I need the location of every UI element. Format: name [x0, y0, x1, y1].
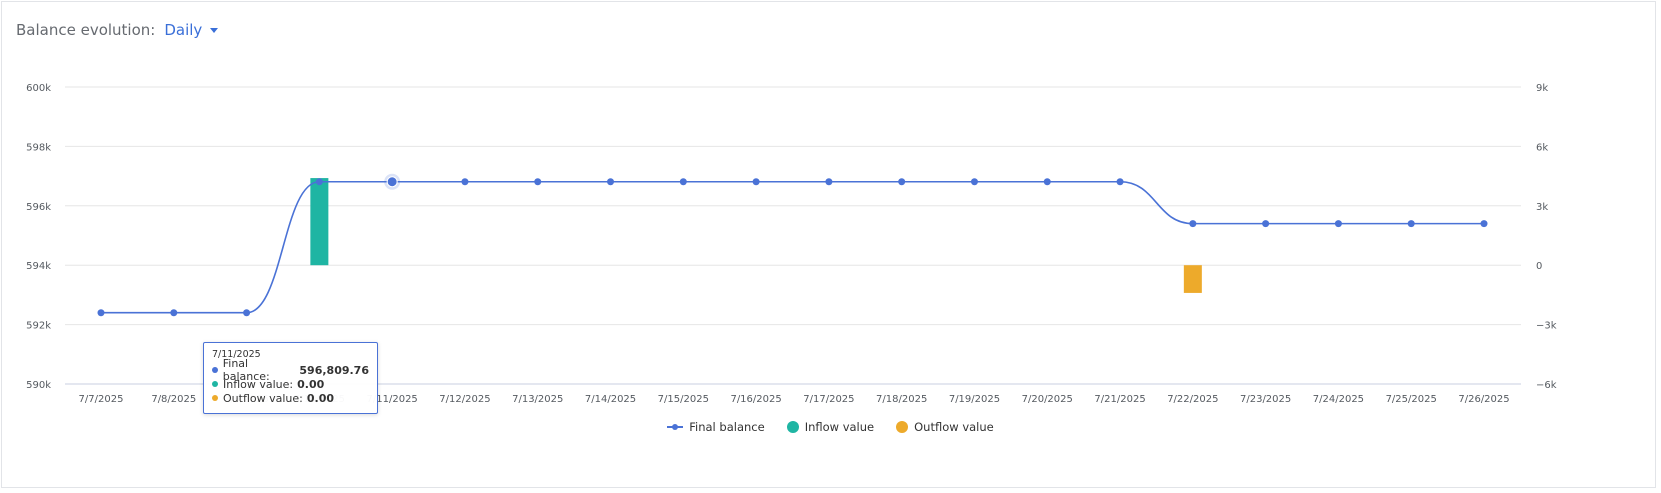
line-marker-icon — [667, 424, 684, 430]
circle-marker-icon — [896, 421, 909, 433]
legend-label-outflow-value: Outflow value — [914, 420, 994, 434]
x-tick-label: 7/23/2025 — [1240, 394, 1291, 405]
x-tick-label: 7/21/2025 — [1094, 394, 1145, 405]
legend-item-outflow-value[interactable]: Outflow value — [896, 420, 994, 434]
y-right-tick-label: 3k — [1536, 202, 1548, 213]
final-balance-point — [1262, 220, 1270, 228]
tooltip-row-inflow-value: Inflow value: 0.00 — [212, 377, 369, 391]
circle-marker-icon — [212, 395, 218, 401]
final-balance-point — [170, 309, 178, 317]
x-tick-label: 7/8/2025 — [151, 394, 196, 405]
final-balance-point — [970, 178, 978, 186]
final-balance-point — [1189, 220, 1197, 228]
x-tick-label: 7/11/2025 — [367, 394, 418, 405]
x-tick-label: 7/18/2025 — [876, 394, 927, 405]
x-tick-label: 7/24/2025 — [1313, 394, 1364, 405]
tooltip-row-final-balance: Final balance: 596,809.76 — [212, 357, 369, 383]
y-left-tick-label: 596k — [26, 202, 51, 213]
outflow-bar — [1183, 265, 1202, 293]
chart-tooltip: 7/11/2025 Final balance: 596,809.76 Infl… — [203, 342, 378, 414]
y-right-tick-label: −6k — [1536, 380, 1557, 391]
legend-item-final-balance[interactable]: Final balance — [667, 420, 765, 434]
x-tick-label: 7/25/2025 — [1386, 394, 1437, 405]
chart-legend: Final balance Inflow value Outflow value — [0, 420, 1661, 434]
x-tick-label: 7/20/2025 — [1022, 394, 1073, 405]
tooltip-date: 7/11/2025 — [212, 349, 261, 360]
y-left-tick-label: 594k — [26, 261, 51, 272]
tooltip-value: 596,809.76 — [299, 363, 369, 377]
chart-header: Balance evolution: Daily — [16, 20, 219, 40]
x-tick-label: 7/22/2025 — [1167, 394, 1218, 405]
legend-item-inflow-value[interactable]: Inflow value — [786, 420, 875, 434]
final-balance-point — [679, 178, 687, 186]
x-tick-label: 7/15/2025 — [658, 394, 709, 405]
x-tick-label: 7/13/2025 — [512, 394, 563, 405]
legend-label-final-balance: Final balance — [689, 420, 765, 434]
final-balance-point — [243, 309, 251, 317]
x-tick-label: 7/7/2025 — [79, 394, 124, 405]
x-tick-label: 7/17/2025 — [803, 394, 854, 405]
final-balance-point — [898, 178, 906, 186]
final-balance-line — [101, 180, 1484, 314]
y-right-tick-label: −3k — [1536, 321, 1557, 332]
y-right-tick-label: 0 — [1536, 261, 1542, 272]
y-right-tick-label: 9k — [1536, 83, 1548, 94]
final-balance-point — [1043, 178, 1051, 186]
circle-marker-icon — [786, 421, 799, 433]
circle-marker-icon — [212, 367, 218, 373]
final-balance-point — [607, 178, 615, 186]
tooltip-value: 0.00 — [306, 391, 334, 405]
y-left-tick-label: 590k — [26, 380, 51, 391]
x-tick-label: 7/16/2025 — [730, 394, 781, 405]
tooltip-label: Final balance: — [222, 357, 270, 383]
final-balance-point — [1407, 220, 1415, 228]
x-tick-label: 7/26/2025 — [1458, 394, 1509, 405]
final-balance-point — [752, 178, 760, 186]
chart-title: Balance evolution: — [16, 21, 156, 39]
final-balance-point — [1116, 178, 1124, 186]
final-balance-point — [315, 178, 323, 186]
chevron-down-icon — [210, 28, 219, 33]
inflow-bar — [310, 178, 329, 266]
y-right-tick-label: 6k — [1536, 142, 1548, 153]
highlighted-data-point — [386, 176, 398, 188]
y-left-tick-label: 600k — [26, 83, 51, 94]
x-tick-label: 7/12/2025 — [439, 394, 490, 405]
x-tick-label: 7/19/2025 — [949, 394, 1000, 405]
final-balance-point — [825, 178, 833, 186]
final-balance-point — [1480, 220, 1488, 228]
tooltip-value: 0.00 — [297, 377, 325, 391]
final-balance-point — [461, 178, 469, 186]
tooltip-label: Inflow value: — [223, 377, 294, 391]
tooltip-row-outflow-value: Outflow value: 0.00 — [212, 391, 369, 405]
final-balance-point — [1334, 220, 1342, 228]
y-left-tick-label: 592k — [26, 321, 51, 332]
tooltip-label: Outflow value: — [223, 391, 303, 405]
period-value: Daily — [164, 21, 203, 39]
final-balance-point — [97, 309, 105, 317]
y-left-tick-label: 598k — [26, 142, 51, 153]
circle-marker-icon — [212, 381, 218, 387]
final-balance-point — [534, 178, 542, 186]
x-tick-label: 7/14/2025 — [585, 394, 636, 405]
period-dropdown[interactable]: Daily — [164, 21, 219, 39]
legend-label-inflow-value: Inflow value — [804, 420, 875, 434]
